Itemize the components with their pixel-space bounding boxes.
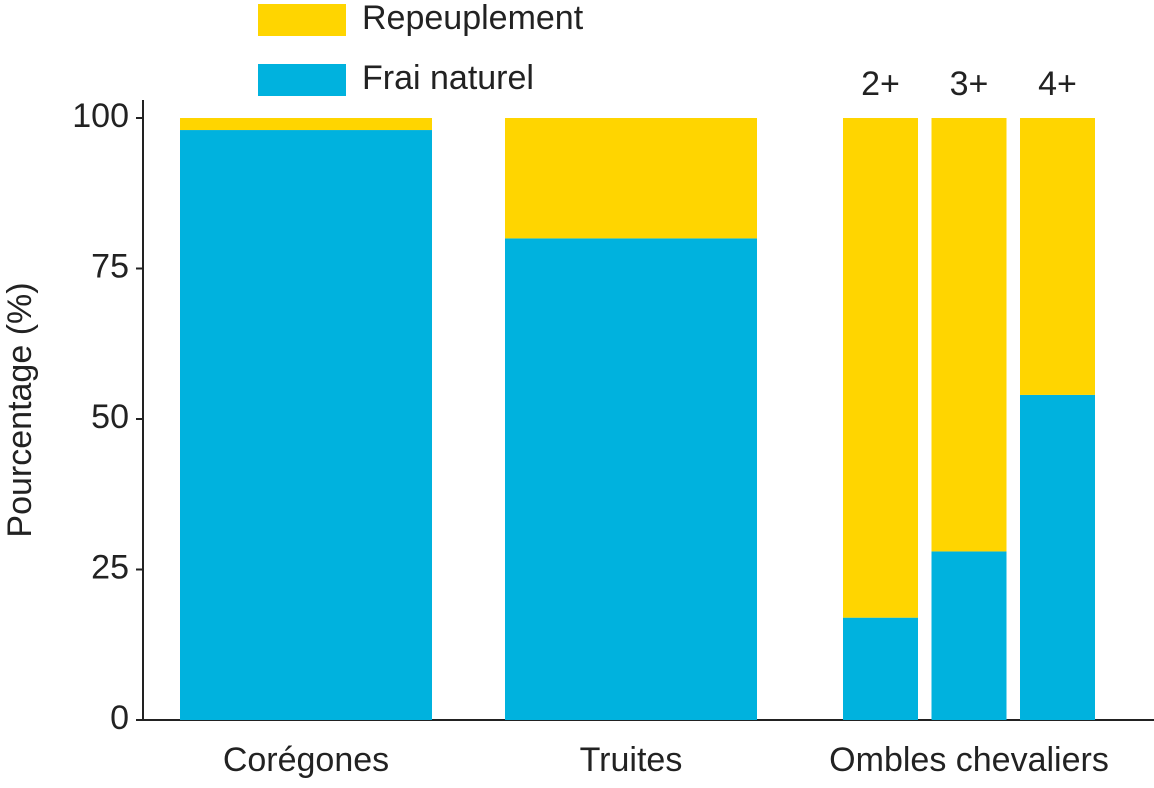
legend-label: Repeuplement (362, 0, 584, 37)
bar-segment (931, 118, 1007, 552)
bar-segment (180, 118, 432, 131)
y-tick-label: 75 (91, 247, 129, 285)
y-tick-label: 100 (72, 97, 129, 135)
x-tick-label: Truites (580, 741, 683, 779)
legend-swatch (258, 64, 346, 96)
y-tick-label: 25 (91, 548, 129, 586)
bar-segment (843, 617, 918, 720)
y-tick-label: 50 (91, 398, 129, 436)
bar-segment (180, 130, 432, 721)
bar-segment (843, 118, 918, 618)
y-tick-label: 0 (110, 699, 129, 737)
sub-category-label: 2+ (861, 65, 900, 103)
y-axis-label: Pourcentage (%) (1, 282, 39, 537)
bar-segment (931, 551, 1007, 720)
x-tick-label: Ombles chevaliers (829, 741, 1109, 779)
bar-segment (505, 118, 757, 239)
bar-segment (505, 238, 757, 720)
bar-segment (1020, 394, 1095, 720)
legend-swatch (258, 4, 346, 36)
sub-category-label: 4+ (1038, 65, 1077, 103)
legend-label: Frai naturel (362, 59, 534, 97)
sub-category-label: 3+ (950, 65, 989, 103)
bar-segment (1020, 118, 1095, 395)
x-tick-label: Corégones (223, 741, 389, 779)
